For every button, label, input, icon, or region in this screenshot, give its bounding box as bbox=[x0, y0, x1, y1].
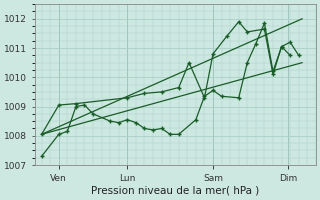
X-axis label: Pression niveau de la mer( hPa ): Pression niveau de la mer( hPa ) bbox=[91, 186, 260, 196]
